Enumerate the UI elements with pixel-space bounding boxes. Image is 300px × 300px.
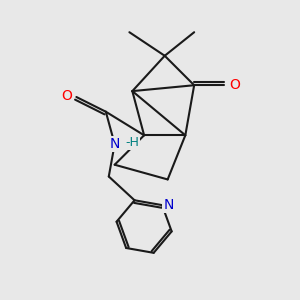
Text: -H: -H [126, 136, 140, 149]
Text: N: N [164, 198, 174, 212]
Text: N: N [110, 137, 120, 151]
Text: O: O [229, 78, 240, 92]
Text: O: O [61, 88, 72, 103]
